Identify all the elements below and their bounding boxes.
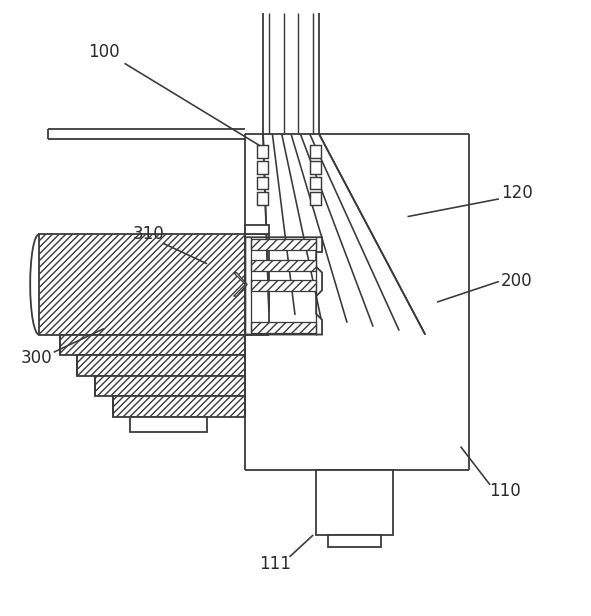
Polygon shape [251,280,316,291]
Polygon shape [310,145,321,158]
Polygon shape [113,397,245,417]
Polygon shape [328,535,381,547]
Polygon shape [310,161,321,174]
Polygon shape [251,322,316,333]
Polygon shape [257,145,268,158]
Polygon shape [316,470,393,535]
Polygon shape [257,192,268,205]
Polygon shape [245,237,322,334]
Polygon shape [245,225,269,234]
Text: 110: 110 [489,482,521,500]
Polygon shape [310,192,321,205]
Text: 310: 310 [132,225,164,243]
Text: 200: 200 [501,272,532,291]
Polygon shape [95,376,245,397]
Polygon shape [251,239,316,250]
Text: 300: 300 [20,349,52,367]
Polygon shape [60,334,245,355]
Polygon shape [131,417,207,432]
Polygon shape [263,134,425,334]
Polygon shape [251,260,316,271]
Polygon shape [233,273,247,296]
Text: 100: 100 [88,43,120,60]
Polygon shape [245,134,469,470]
Polygon shape [77,355,245,376]
Text: 111: 111 [259,556,291,573]
Polygon shape [257,177,268,190]
Polygon shape [257,161,268,174]
Polygon shape [310,177,321,190]
Polygon shape [39,234,245,334]
Text: 120: 120 [501,184,532,202]
